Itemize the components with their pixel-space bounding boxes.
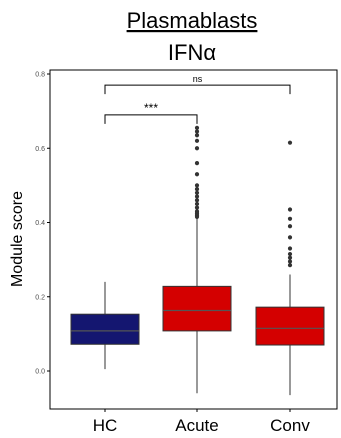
outlier-point	[194, 205, 200, 210]
x-tick-label: HC	[93, 416, 118, 435]
y-axis-label: Module score	[9, 191, 26, 287]
significance-bracket	[104, 84, 291, 95]
outlier-point	[194, 129, 200, 134]
outlier-point	[194, 172, 200, 177]
box	[70, 313, 140, 345]
box	[162, 285, 232, 332]
outlier-point	[194, 190, 200, 195]
outlier-point	[287, 235, 293, 240]
outlier-point	[287, 259, 293, 264]
y-tick-label: 0.4	[35, 220, 45, 227]
outlier-point	[194, 209, 200, 214]
x-tick-label: Acute	[175, 416, 218, 435]
outlier-point	[194, 161, 200, 166]
outlier-point	[287, 207, 293, 212]
box	[255, 306, 325, 346]
outlier-point	[287, 140, 293, 145]
y-tick-label: 0.2	[35, 294, 45, 301]
outlier-point	[194, 146, 200, 151]
chart-title: Plasmablasts	[127, 8, 258, 33]
y-tick-label: 0.6	[35, 146, 45, 153]
outlier-point	[287, 224, 293, 229]
outlier-point	[287, 251, 293, 257]
significance-bracket	[104, 114, 198, 124]
plot-panel	[49, 69, 338, 410]
outlier-point	[287, 263, 293, 268]
outlier-point	[194, 186, 200, 192]
outlier-point	[194, 198, 200, 203]
outlier-point	[194, 125, 200, 130]
outlier-point	[194, 138, 200, 143]
outlier-point	[194, 201, 200, 207]
y-tick-label: 0.0	[35, 369, 45, 376]
y-tick-label: 0.8	[35, 72, 45, 79]
outlier-point	[194, 183, 200, 188]
outlier-point	[287, 255, 293, 260]
chart-subtitle: IFNα	[168, 40, 216, 65]
significance-label: ***	[144, 101, 158, 115]
outlier-point	[287, 216, 293, 221]
significance-label: ns	[193, 74, 203, 84]
outlier-point	[194, 194, 200, 199]
outlier-point	[194, 133, 200, 138]
x-tick-label: Conv	[270, 416, 310, 435]
outlier-point	[287, 246, 293, 251]
